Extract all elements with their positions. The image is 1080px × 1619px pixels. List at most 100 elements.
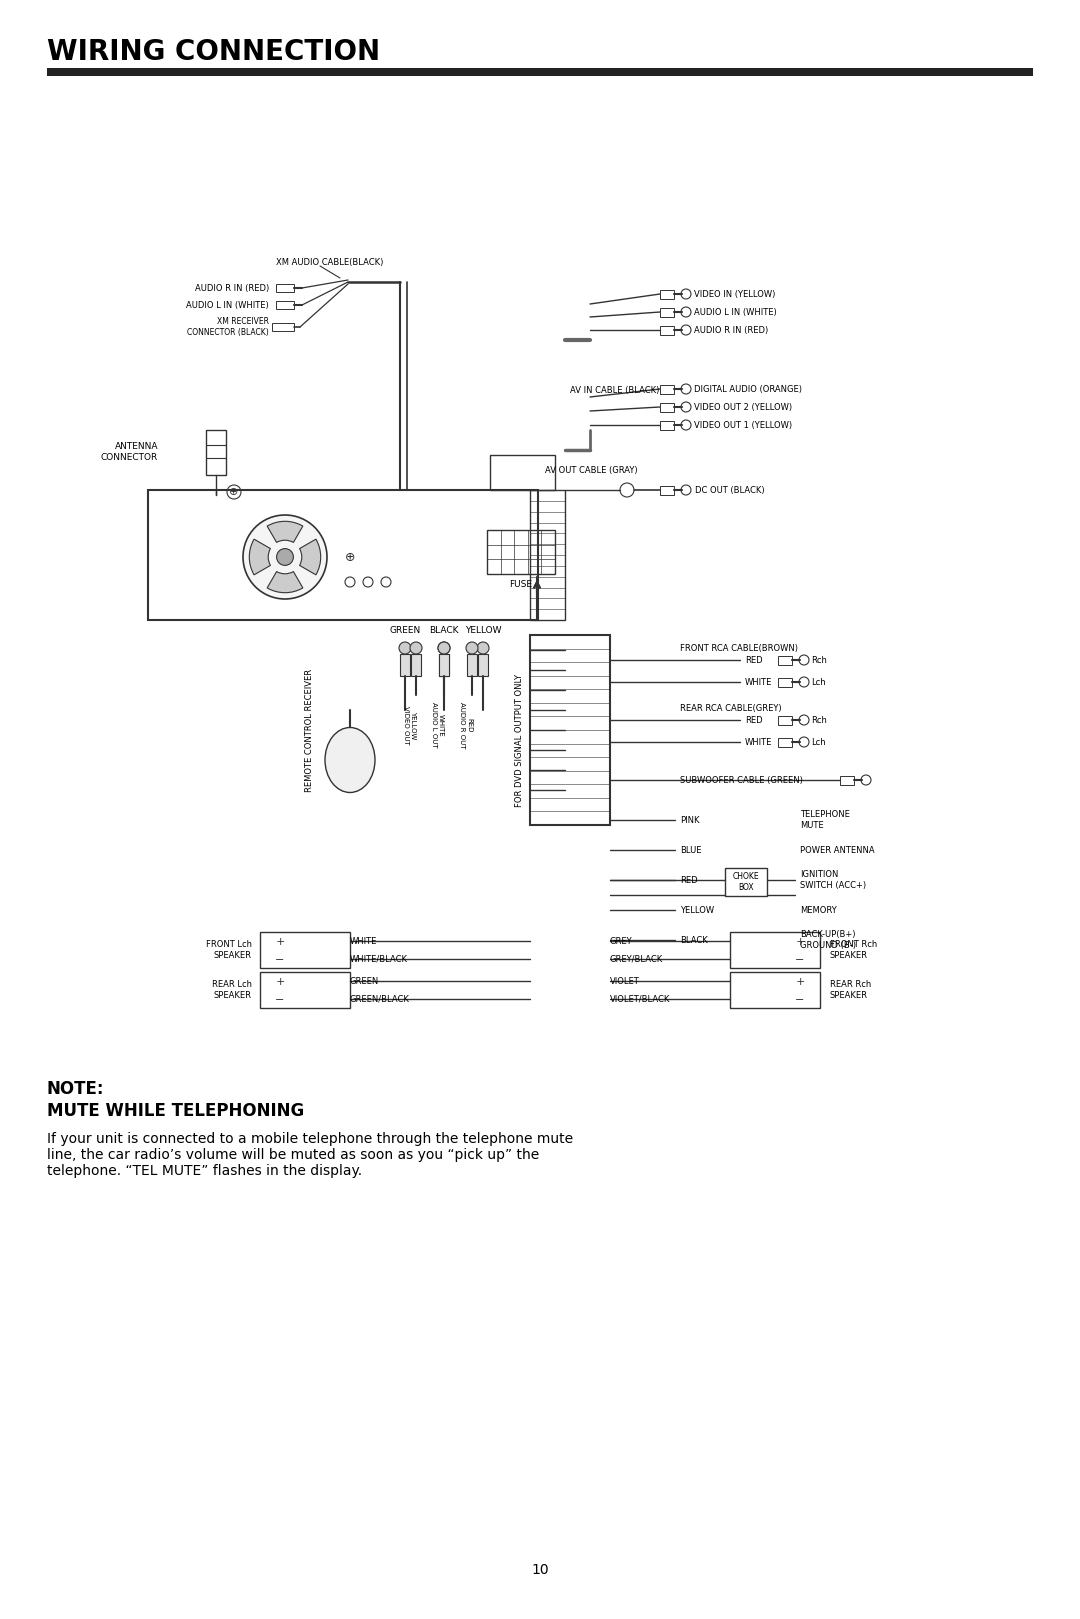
Bar xyxy=(411,654,421,677)
Bar xyxy=(730,933,820,968)
Bar xyxy=(778,716,792,725)
Bar xyxy=(276,283,294,291)
Text: CHOKE
BOX: CHOKE BOX xyxy=(732,873,759,892)
Text: TELEPHONE
MUTE: TELEPHONE MUTE xyxy=(800,810,850,829)
Bar xyxy=(490,455,555,491)
Bar xyxy=(530,491,565,620)
Text: FUSE: FUSE xyxy=(510,580,532,588)
Text: +: + xyxy=(795,937,805,947)
Text: POWER ANTENNA: POWER ANTENNA xyxy=(800,845,875,855)
Text: IGNITION
SWITCH (ACC+): IGNITION SWITCH (ACC+) xyxy=(800,871,866,890)
Text: AUDIO R IN (RED): AUDIO R IN (RED) xyxy=(694,325,768,335)
Text: RED
AUDIO R OUT: RED AUDIO R OUT xyxy=(459,701,472,748)
Text: If your unit is connected to a mobile telephone through the telephone mute
line,: If your unit is connected to a mobile te… xyxy=(48,1132,573,1179)
Bar xyxy=(438,654,449,677)
Text: AUDIO R IN (RED): AUDIO R IN (RED) xyxy=(194,283,269,293)
Text: PINK: PINK xyxy=(680,816,700,824)
Bar xyxy=(467,654,477,677)
Bar xyxy=(148,491,538,620)
Text: ⊕: ⊕ xyxy=(229,487,239,497)
Text: RED: RED xyxy=(745,716,762,724)
Text: AUDIO L IN (WHITE): AUDIO L IN (WHITE) xyxy=(694,308,777,316)
Text: VIDEO OUT 2 (YELLOW): VIDEO OUT 2 (YELLOW) xyxy=(694,403,792,411)
Text: VIDEO OUT 1 (YELLOW): VIDEO OUT 1 (YELLOW) xyxy=(694,421,792,429)
Circle shape xyxy=(399,643,411,654)
Bar xyxy=(48,68,1032,76)
Circle shape xyxy=(477,643,489,654)
Text: REAR Lch
SPEAKER: REAR Lch SPEAKER xyxy=(212,979,252,999)
Text: YELLOW: YELLOW xyxy=(680,905,714,915)
Text: BLUE: BLUE xyxy=(680,845,702,855)
Text: SUBWOOFER CABLE (GREEN): SUBWOOFER CABLE (GREEN) xyxy=(680,776,802,785)
Text: FRONT Lch
SPEAKER: FRONT Lch SPEAKER xyxy=(206,941,252,960)
Text: DC OUT (BLACK): DC OUT (BLACK) xyxy=(696,486,765,494)
Bar xyxy=(530,635,610,826)
Text: AV OUT CABLE (GRAY): AV OUT CABLE (GRAY) xyxy=(545,466,637,474)
Bar xyxy=(725,868,767,895)
Ellipse shape xyxy=(325,727,375,792)
Text: FRONT Rch
SPEAKER: FRONT Rch SPEAKER xyxy=(831,941,877,960)
Bar xyxy=(778,738,792,746)
Bar xyxy=(487,529,555,575)
Text: BLACK: BLACK xyxy=(429,625,459,635)
Text: YELLOW: YELLOW xyxy=(464,625,501,635)
Bar xyxy=(730,971,820,1009)
Bar xyxy=(438,654,449,677)
Bar xyxy=(840,776,854,785)
Text: NOTE:: NOTE: xyxy=(48,1080,105,1098)
Text: WHITE: WHITE xyxy=(745,677,772,686)
Text: WIRING CONNECTION: WIRING CONNECTION xyxy=(48,37,380,66)
Wedge shape xyxy=(267,521,302,542)
Circle shape xyxy=(438,643,450,654)
Bar xyxy=(272,324,294,330)
Text: Lch: Lch xyxy=(811,738,825,746)
Text: 10: 10 xyxy=(531,1562,549,1577)
Circle shape xyxy=(465,643,478,654)
Text: XM RECEIVER
CONNECTOR (BLACK): XM RECEIVER CONNECTOR (BLACK) xyxy=(187,317,269,337)
Bar xyxy=(660,403,674,411)
Text: MUTE WHILE TELEPHONING: MUTE WHILE TELEPHONING xyxy=(48,1103,305,1120)
Text: BLACK: BLACK xyxy=(680,936,707,944)
Circle shape xyxy=(438,643,450,654)
Bar xyxy=(660,421,674,431)
Text: REAR RCA CABLE(GREY): REAR RCA CABLE(GREY) xyxy=(680,704,782,712)
Bar xyxy=(400,654,410,677)
Text: +: + xyxy=(275,937,285,947)
Text: VIOLET: VIOLET xyxy=(610,976,639,986)
Text: ⊕: ⊕ xyxy=(345,550,355,563)
Text: AV IN CABLE (BLACK): AV IN CABLE (BLACK) xyxy=(570,385,660,395)
Text: Rch: Rch xyxy=(811,656,827,664)
Text: WHITE: WHITE xyxy=(745,738,772,746)
Text: DIGITAL AUDIO (ORANGE): DIGITAL AUDIO (ORANGE) xyxy=(694,384,802,393)
Text: VIDEO IN (YELLOW): VIDEO IN (YELLOW) xyxy=(694,290,775,298)
Text: +: + xyxy=(795,976,805,988)
Text: Rch: Rch xyxy=(811,716,827,724)
Bar xyxy=(660,486,674,495)
Text: +: + xyxy=(275,976,285,988)
Text: Lch: Lch xyxy=(811,677,825,686)
Text: −: − xyxy=(795,955,805,965)
Text: BACK-UP(B+)
GROUND (B-): BACK-UP(B+) GROUND (B-) xyxy=(800,931,856,950)
Bar xyxy=(478,654,488,677)
Text: FOR DVD SIGNAL OUTPUT ONLY: FOR DVD SIGNAL OUTPUT ONLY xyxy=(515,674,525,806)
Text: GREEN: GREEN xyxy=(390,625,420,635)
Circle shape xyxy=(243,515,327,599)
Text: FRONT RCA CABLE(BROWN): FRONT RCA CABLE(BROWN) xyxy=(680,643,798,652)
Bar xyxy=(778,656,792,665)
Text: −: − xyxy=(275,996,285,1005)
Bar xyxy=(660,325,674,335)
Bar xyxy=(778,678,792,686)
Text: WHITE
AUDIO L OUT: WHITE AUDIO L OUT xyxy=(431,703,444,748)
Bar xyxy=(660,308,674,317)
Bar xyxy=(660,385,674,393)
Text: GREEN: GREEN xyxy=(350,976,379,986)
Text: XM AUDIO CABLE(BLACK): XM AUDIO CABLE(BLACK) xyxy=(276,257,383,267)
Text: WHITE: WHITE xyxy=(350,936,377,945)
Text: REAR Rch
SPEAKER: REAR Rch SPEAKER xyxy=(831,979,872,999)
Text: GREY/BLACK: GREY/BLACK xyxy=(610,955,663,963)
Text: ANTENNA
CONNECTOR: ANTENNA CONNECTOR xyxy=(100,442,158,461)
Text: −: − xyxy=(795,996,805,1005)
Circle shape xyxy=(410,643,422,654)
Text: WHITE/BLACK: WHITE/BLACK xyxy=(350,955,408,963)
Bar xyxy=(260,971,350,1009)
